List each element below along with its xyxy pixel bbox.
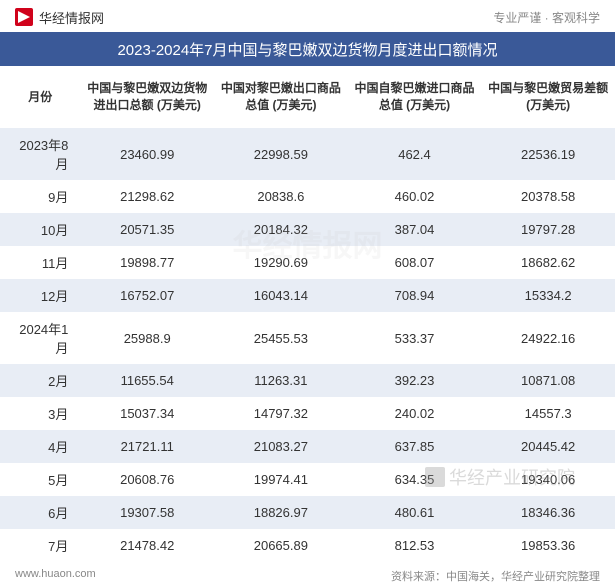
month-cell: 12月 — [0, 279, 80, 312]
table-row: 6月19307.5818826.97480.6118346.36 — [0, 496, 615, 529]
data-cell: 18346.36 — [481, 496, 615, 529]
data-cell: 20838.6 — [214, 180, 348, 213]
data-cell: 19307.58 — [80, 496, 214, 529]
data-cell: 708.94 — [348, 279, 482, 312]
data-cell: 637.85 — [348, 430, 482, 463]
data-cell: 20445.42 — [481, 430, 615, 463]
table-row: 5月20608.7619974.41634.3519340.06 — [0, 463, 615, 496]
col-header-export: 中国对黎巴嫩出口商品总值 (万美元) — [214, 66, 348, 128]
table-body: 2023年8月23460.9922998.59462.422536.199月21… — [0, 128, 615, 562]
col-header-import: 中国自黎巴嫩进口商品总值 (万美元) — [348, 66, 482, 128]
data-cell: 24922.16 — [481, 312, 615, 364]
data-cell: 19974.41 — [214, 463, 348, 496]
data-cell: 19340.06 — [481, 463, 615, 496]
data-cell: 608.07 — [348, 246, 482, 279]
data-cell: 20378.58 — [481, 180, 615, 213]
data-cell: 533.37 — [348, 312, 482, 364]
data-cell: 387.04 — [348, 213, 482, 246]
data-cell: 634.35 — [348, 463, 482, 496]
data-cell: 14557.3 — [481, 397, 615, 430]
footer-source: 资料来源：中国海关，华经产业研究院整理 — [391, 568, 600, 584]
page-footer: www.huaon.com 资料来源：中国海关，华经产业研究院整理 — [0, 562, 615, 588]
header-tagline: 专业严谨 · 客观科学 — [493, 9, 600, 26]
data-cell: 20571.35 — [80, 213, 214, 246]
data-cell: 16752.07 — [80, 279, 214, 312]
data-cell: 10871.08 — [481, 364, 615, 397]
data-cell: 18826.97 — [214, 496, 348, 529]
data-cell: 462.4 — [348, 128, 482, 180]
col-header-month: 月份 — [0, 66, 80, 128]
data-cell: 480.61 — [348, 496, 482, 529]
table-row: 12月16752.0716043.14708.9415334.2 — [0, 279, 615, 312]
data-cell: 23460.99 — [80, 128, 214, 180]
page-title: 2023-2024年7月中国与黎巴嫩双边货物月度进出口额情况 — [0, 32, 615, 66]
site-name: 华经情报网 — [39, 8, 104, 27]
data-cell: 812.53 — [348, 529, 482, 562]
month-cell: 10月 — [0, 213, 80, 246]
data-table-container: 月份 中国与黎巴嫩双边货物进出口总额 (万美元) 中国对黎巴嫩出口商品总值 (万… — [0, 66, 615, 562]
data-cell: 21478.42 — [80, 529, 214, 562]
data-cell: 22536.19 — [481, 128, 615, 180]
table-row: 9月21298.6220838.6460.0220378.58 — [0, 180, 615, 213]
footer-url: www.huaon.com — [15, 568, 96, 584]
data-cell: 16043.14 — [214, 279, 348, 312]
data-cell: 25455.53 — [214, 312, 348, 364]
month-cell: 2024年1月 — [0, 312, 80, 364]
logo-icon — [15, 8, 33, 26]
data-cell: 19898.77 — [80, 246, 214, 279]
data-cell: 18682.62 — [481, 246, 615, 279]
data-cell: 19797.28 — [481, 213, 615, 246]
month-cell: 6月 — [0, 496, 80, 529]
data-cell: 19853.36 — [481, 529, 615, 562]
month-cell: 11月 — [0, 246, 80, 279]
month-cell: 9月 — [0, 180, 80, 213]
col-header-balance: 中国与黎巴嫩贸易差额 (万美元) — [481, 66, 615, 128]
data-cell: 19290.69 — [214, 246, 348, 279]
header-left: 华经情报网 — [15, 8, 104, 27]
table-row: 2023年8月23460.9922998.59462.422536.19 — [0, 128, 615, 180]
table-header-row: 月份 中国与黎巴嫩双边货物进出口总额 (万美元) 中国对黎巴嫩出口商品总值 (万… — [0, 66, 615, 128]
month-cell: 7月 — [0, 529, 80, 562]
page-header: 华经情报网 专业严谨 · 客观科学 — [0, 0, 615, 32]
data-cell: 20608.76 — [80, 463, 214, 496]
table-row: 3月15037.3414797.32240.0214557.3 — [0, 397, 615, 430]
col-header-total: 中国与黎巴嫩双边货物进出口总额 (万美元) — [80, 66, 214, 128]
data-cell: 11263.31 — [214, 364, 348, 397]
data-cell: 240.02 — [348, 397, 482, 430]
data-cell: 21721.11 — [80, 430, 214, 463]
data-cell: 21298.62 — [80, 180, 214, 213]
month-cell: 5月 — [0, 463, 80, 496]
month-cell: 3月 — [0, 397, 80, 430]
table-row: 11月19898.7719290.69608.0718682.62 — [0, 246, 615, 279]
data-cell: 15037.34 — [80, 397, 214, 430]
data-cell: 25988.9 — [80, 312, 214, 364]
table-row: 7月21478.4220665.89812.5319853.36 — [0, 529, 615, 562]
data-cell: 21083.27 — [214, 430, 348, 463]
data-cell: 392.23 — [348, 364, 482, 397]
table-row: 2024年1月25988.925455.53533.3724922.16 — [0, 312, 615, 364]
data-cell: 15334.2 — [481, 279, 615, 312]
data-cell: 460.02 — [348, 180, 482, 213]
data-cell: 20184.32 — [214, 213, 348, 246]
month-cell: 4月 — [0, 430, 80, 463]
data-cell: 20665.89 — [214, 529, 348, 562]
table-row: 4月21721.1121083.27637.8520445.42 — [0, 430, 615, 463]
month-cell: 2月 — [0, 364, 80, 397]
table-row: 10月20571.3520184.32387.0419797.28 — [0, 213, 615, 246]
data-table: 月份 中国与黎巴嫩双边货物进出口总额 (万美元) 中国对黎巴嫩出口商品总值 (万… — [0, 66, 615, 562]
data-cell: 22998.59 — [214, 128, 348, 180]
data-cell: 14797.32 — [214, 397, 348, 430]
table-row: 2月11655.5411263.31392.2310871.08 — [0, 364, 615, 397]
data-cell: 11655.54 — [80, 364, 214, 397]
month-cell: 2023年8月 — [0, 128, 80, 180]
